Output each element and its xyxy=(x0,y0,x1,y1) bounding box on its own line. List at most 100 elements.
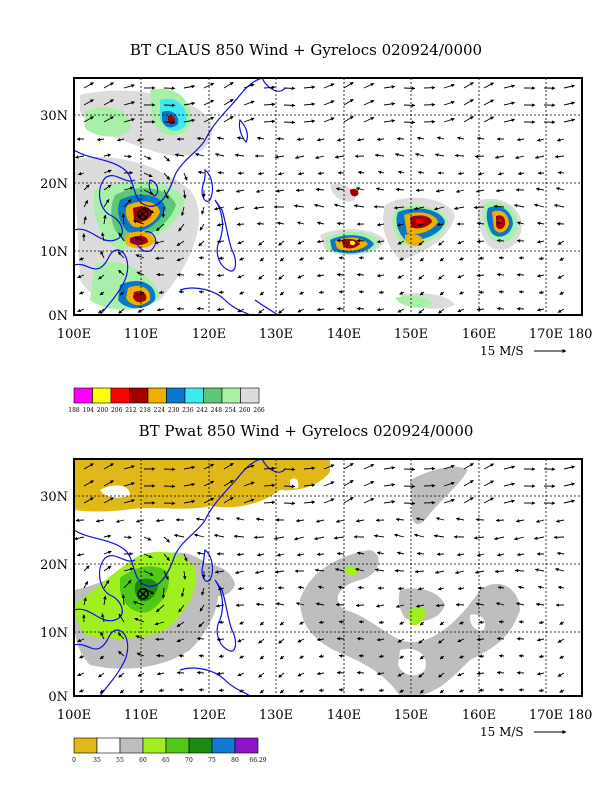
wind-vector xyxy=(316,307,325,312)
wind-vector xyxy=(357,170,365,175)
wind-vector xyxy=(334,155,345,159)
wind-vector xyxy=(183,553,188,562)
wind-vector xyxy=(503,101,516,106)
lon-label-130e-top: 130E xyxy=(259,327,293,342)
wind-vector xyxy=(123,465,135,470)
wind-vector xyxy=(318,620,325,625)
wind-vector xyxy=(433,206,445,211)
wind-vector xyxy=(199,223,205,231)
wind-vector xyxy=(557,170,565,175)
wind-vector xyxy=(276,553,285,557)
wind-vector xyxy=(218,290,225,295)
colorbar-swatch xyxy=(203,387,223,404)
wind-vector xyxy=(376,637,385,642)
wind-vector xyxy=(557,274,565,279)
wind-vector xyxy=(343,115,354,123)
colorbar-swatch xyxy=(119,737,144,754)
wind-vector xyxy=(383,466,396,470)
wind-vector xyxy=(297,585,305,590)
wind-vector xyxy=(343,479,354,487)
wind-vector xyxy=(216,671,225,676)
reference-vector-label-top: 15 M/S xyxy=(480,344,524,358)
wind-vector xyxy=(283,501,296,506)
wind-vector xyxy=(215,188,225,193)
wind-vector xyxy=(103,595,107,606)
map-title-bottom: BT Pwat 850 Wind + Gyrelocs 020924/0000 xyxy=(138,422,474,440)
wind-vector xyxy=(483,82,495,89)
wind-vector xyxy=(303,500,316,505)
wind-vector xyxy=(217,586,225,591)
wind-vector xyxy=(194,152,205,157)
lon-label-150e-top: 150E xyxy=(394,327,428,342)
wind-vector xyxy=(563,84,576,89)
wind-vector xyxy=(279,257,285,262)
wind-vector xyxy=(196,306,205,311)
wind-vector xyxy=(297,240,305,245)
wind-vector xyxy=(395,187,405,192)
wind-vector xyxy=(418,638,425,644)
colorbar-tick-label: 254 xyxy=(225,407,237,414)
wind-vector xyxy=(403,501,416,506)
wind-vector xyxy=(183,101,196,106)
wind-vector xyxy=(121,213,126,225)
wind-vector xyxy=(223,496,234,504)
wind-vector xyxy=(295,518,305,523)
wind-vector xyxy=(475,602,485,606)
wind-vector xyxy=(257,586,265,591)
wind-vector xyxy=(454,570,465,575)
wind-vector xyxy=(103,463,114,470)
wind-vector xyxy=(536,239,545,244)
wind-vector xyxy=(363,463,375,470)
wind-vector xyxy=(376,671,385,676)
wind-vector xyxy=(313,203,325,208)
wind-vector xyxy=(296,552,305,557)
colorbar-tick-label: 75 xyxy=(208,757,216,764)
wind-vector xyxy=(495,518,505,523)
wind-vector xyxy=(533,203,545,208)
wind-vector xyxy=(476,273,485,278)
wind-vector xyxy=(378,620,385,625)
colorbar-swatch xyxy=(234,737,259,754)
wind-vector xyxy=(455,189,465,193)
wind-vector xyxy=(478,290,485,294)
wind-vector xyxy=(243,83,255,89)
wind-vector xyxy=(355,519,365,523)
wind-vector xyxy=(503,482,516,487)
wind-vector xyxy=(563,118,576,123)
wind-vector xyxy=(279,621,285,626)
wind-vector xyxy=(555,187,565,191)
wind-vector xyxy=(235,189,245,193)
wind-vector xyxy=(517,171,525,176)
wind-vector xyxy=(514,155,525,160)
wind-vector xyxy=(397,586,405,591)
lon-label-170e-bottom: 170E xyxy=(529,708,563,723)
colorbar-tick-label: 236 xyxy=(182,407,194,414)
wind-vector xyxy=(459,655,465,659)
lat-label-10n-top: 10N xyxy=(40,245,68,260)
wind-vector xyxy=(438,274,445,280)
wind-vector xyxy=(399,621,405,625)
wind-vector xyxy=(223,462,234,470)
wind-vector xyxy=(239,655,245,659)
lon-label-120e-bottom: 120E xyxy=(192,708,226,723)
colorbar-tick-label: 260 xyxy=(239,407,251,414)
wind-vector xyxy=(275,189,285,193)
wind-vector xyxy=(516,552,525,557)
wind-vector xyxy=(255,189,265,193)
wind-vector xyxy=(323,117,335,123)
wind-vector xyxy=(100,631,105,640)
wind-vector xyxy=(478,688,485,692)
wind-vector xyxy=(343,496,354,504)
wind-vector xyxy=(77,308,85,313)
wind-vector xyxy=(233,534,245,539)
wind-vector xyxy=(253,535,265,540)
wind-vector xyxy=(74,536,85,541)
wind-vector xyxy=(356,238,365,243)
wind-vector xyxy=(438,638,445,644)
wind-vector xyxy=(557,672,565,677)
wind-vector xyxy=(273,536,285,540)
wind-vector xyxy=(563,465,576,470)
wind-vector xyxy=(314,568,325,573)
wind-vector xyxy=(163,172,170,180)
wind-vector xyxy=(439,655,445,660)
